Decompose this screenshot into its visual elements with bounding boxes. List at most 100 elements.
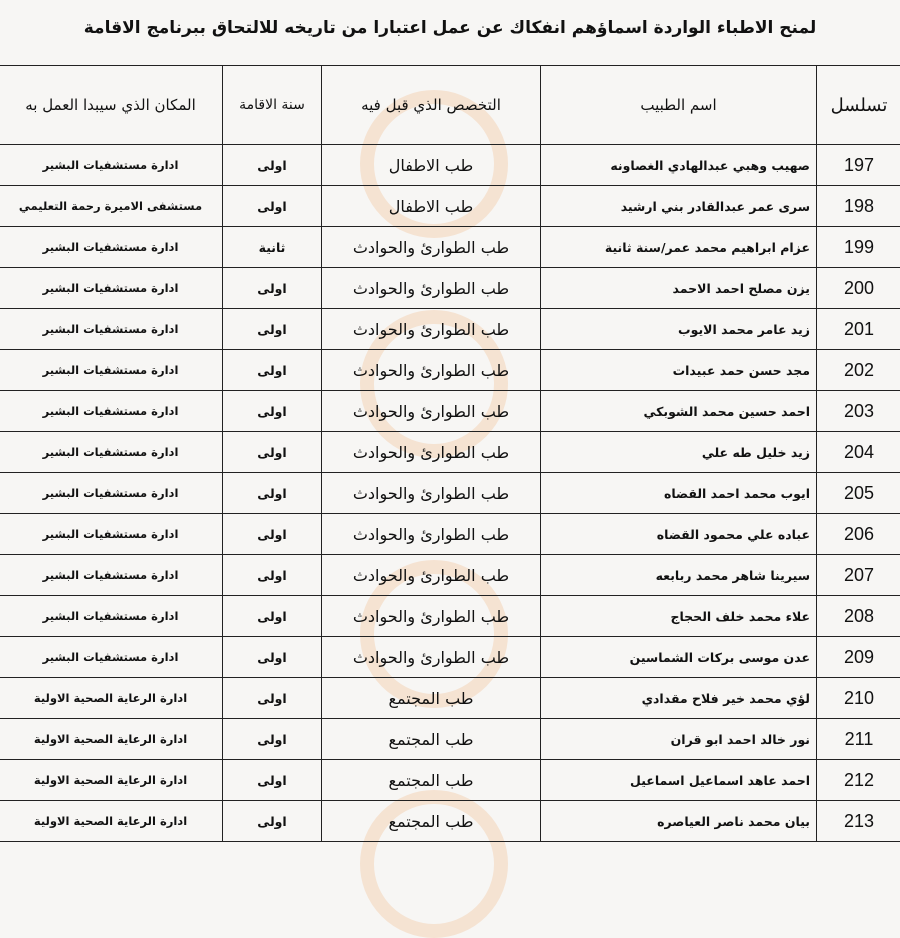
serial-cell: 203 bbox=[817, 391, 900, 432]
name-cell: عدن موسى بركات الشماسين bbox=[541, 637, 817, 678]
serial-cell: 198 bbox=[817, 186, 900, 227]
specialty-cell: طب الطوارئ والحوادث bbox=[322, 596, 541, 637]
year-cell: اولى bbox=[223, 801, 322, 842]
header-serial: تسلسل bbox=[817, 66, 900, 145]
serial-cell: 211 bbox=[817, 719, 900, 760]
year-cell: اولى bbox=[223, 186, 322, 227]
name-cell: زيد عامر محمد الايوب bbox=[541, 309, 817, 350]
specialty-cell: طب الطوارئ والحوادث bbox=[322, 227, 541, 268]
place-cell: ادارة مستشفيات البشير bbox=[0, 391, 223, 432]
year-cell: ثانية bbox=[223, 227, 322, 268]
specialty-cell: طب الاطفال bbox=[322, 145, 541, 186]
year-cell: اولى bbox=[223, 432, 322, 473]
place-cell: ادارة مستشفيات البشير bbox=[0, 514, 223, 555]
serial-cell: 206 bbox=[817, 514, 900, 555]
year-cell: اولى bbox=[223, 309, 322, 350]
name-cell: نور خالد احمد ابو قران bbox=[541, 719, 817, 760]
year-cell: اولى bbox=[223, 391, 322, 432]
name-cell: عباده علي محمود القضاه bbox=[541, 514, 817, 555]
name-cell: ايوب محمد احمد القضاه bbox=[541, 473, 817, 514]
specialty-cell: طب الطوارئ والحوادث bbox=[322, 473, 541, 514]
table-header-row: تسلسل اسم الطبيب التخصص الذي قبل فيه سنة… bbox=[0, 66, 900, 145]
place-cell: ادارة مستشفيات البشير bbox=[0, 309, 223, 350]
name-cell: سيرينا شاهر محمد ربابعه bbox=[541, 555, 817, 596]
place-cell: ادارة الرعاية الصحية الاولية bbox=[0, 760, 223, 801]
specialty-cell: طب الطوارئ والحوادث bbox=[322, 350, 541, 391]
year-cell: اولى bbox=[223, 145, 322, 186]
year-cell: اولى bbox=[223, 719, 322, 760]
specialty-cell: طب الطوارئ والحوادث bbox=[322, 309, 541, 350]
serial-cell: 207 bbox=[817, 555, 900, 596]
name-cell: احمد حسين محمد الشوبكي bbox=[541, 391, 817, 432]
header-name: اسم الطبيب bbox=[541, 66, 817, 145]
place-cell: ادارة مستشفيات البشير bbox=[0, 432, 223, 473]
specialty-cell: طب الطوارئ والحوادث bbox=[322, 514, 541, 555]
place-cell: ادارة الرعاية الصحية الاولية bbox=[0, 678, 223, 719]
header-specialty: التخصص الذي قبل فيه bbox=[322, 66, 541, 145]
header-year: سنة الاقامة bbox=[223, 66, 322, 145]
serial-cell: 204 bbox=[817, 432, 900, 473]
serial-cell: 197 bbox=[817, 145, 900, 186]
serial-cell: 199 bbox=[817, 227, 900, 268]
year-cell: اولى bbox=[223, 555, 322, 596]
place-cell: ادارة مستشفيات البشير bbox=[0, 268, 223, 309]
specialty-cell: طب الطوارئ والحوادث bbox=[322, 432, 541, 473]
place-cell: ادارة الرعاية الصحية الاولية bbox=[0, 801, 223, 842]
place-cell: ادارة مستشفيات البشير bbox=[0, 555, 223, 596]
name-cell: سرى عمر عبدالقادر بني ارشيد bbox=[541, 186, 817, 227]
place-cell: ادارة مستشفيات البشير bbox=[0, 596, 223, 637]
serial-cell: 212 bbox=[817, 760, 900, 801]
name-cell: علاء محمد خلف الحجاج bbox=[541, 596, 817, 637]
name-cell: زيد خليل طه علي bbox=[541, 432, 817, 473]
document-title: لمنح الاطباء الواردة اسماؤهم انفكاك عن ع… bbox=[80, 18, 820, 38]
serial-cell: 208 bbox=[817, 596, 900, 637]
name-cell: احمد عاهد اسماعيل اسماعيل bbox=[541, 760, 817, 801]
place-cell: ادارة مستشفيات البشير bbox=[0, 145, 223, 186]
serial-cell: 210 bbox=[817, 678, 900, 719]
specialty-cell: طب المجتمع bbox=[322, 678, 541, 719]
year-cell: اولى bbox=[223, 637, 322, 678]
place-cell: ادارة مستشفيات البشير bbox=[0, 637, 223, 678]
specialty-cell: طب المجتمع bbox=[322, 719, 541, 760]
name-cell: صهيب وهبي عبدالهادي الغصاونه bbox=[541, 145, 817, 186]
place-cell: ادارة مستشفيات البشير bbox=[0, 473, 223, 514]
specialty-cell: طب الطوارئ والحوادث bbox=[322, 637, 541, 678]
doctors-table: تسلسل اسم الطبيب التخصص الذي قبل فيه سنة… bbox=[0, 65, 900, 842]
specialty-cell: طب المجتمع bbox=[322, 760, 541, 801]
serial-cell: 200 bbox=[817, 268, 900, 309]
year-cell: اولى bbox=[223, 678, 322, 719]
year-cell: اولى bbox=[223, 514, 322, 555]
year-cell: اولى bbox=[223, 350, 322, 391]
name-cell: مجد حسن حمد عبيدات bbox=[541, 350, 817, 391]
year-cell: اولى bbox=[223, 596, 322, 637]
specialty-cell: طب الطوارئ والحوادث bbox=[322, 555, 541, 596]
specialty-cell: طب الطوارئ والحوادث bbox=[322, 268, 541, 309]
serial-cell: 209 bbox=[817, 637, 900, 678]
serial-cell: 201 bbox=[817, 309, 900, 350]
serial-cell: 205 bbox=[817, 473, 900, 514]
place-cell: مستشفى الاميرة رحمة التعليمي bbox=[0, 186, 223, 227]
specialty-cell: طب الطوارئ والحوادث bbox=[322, 391, 541, 432]
year-cell: اولى bbox=[223, 473, 322, 514]
name-cell: بيان محمد ناصر العياصره bbox=[541, 801, 817, 842]
name-cell: عزام ابراهيم محمد عمر/سنة ثانية bbox=[541, 227, 817, 268]
place-cell: ادارة مستشفيات البشير bbox=[0, 227, 223, 268]
specialty-cell: طب المجتمع bbox=[322, 801, 541, 842]
place-cell: ادارة مستشفيات البشير bbox=[0, 350, 223, 391]
serial-cell: 213 bbox=[817, 801, 900, 842]
